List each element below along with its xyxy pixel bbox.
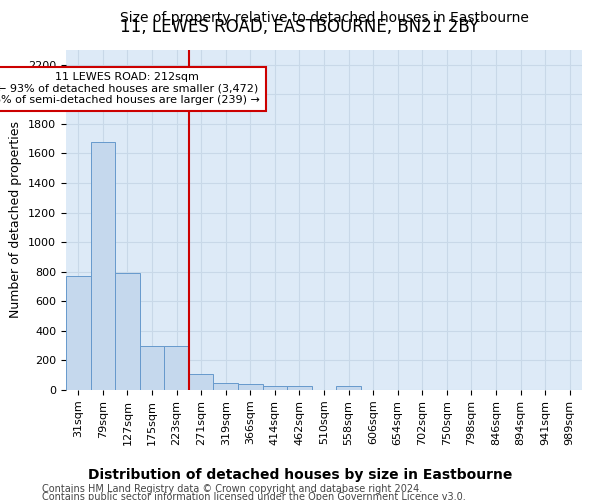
Bar	[164, 346, 189, 390]
Title: Size of property relative to detached houses in Eastbourne: Size of property relative to detached ho…	[119, 11, 529, 25]
Bar	[115, 273, 140, 390]
Bar	[140, 346, 164, 390]
Bar	[263, 386, 287, 390]
Text: Contains public sector information licensed under the Open Government Licence v3: Contains public sector information licen…	[42, 492, 466, 500]
Bar	[287, 386, 312, 390]
Text: Contains HM Land Registry data © Crown copyright and database right 2024.: Contains HM Land Registry data © Crown c…	[42, 484, 422, 494]
Bar	[336, 386, 361, 390]
Text: Distribution of detached houses by size in Eastbourne: Distribution of detached houses by size …	[88, 468, 512, 481]
Y-axis label: Number of detached properties: Number of detached properties	[10, 122, 22, 318]
Bar	[214, 384, 238, 390]
Text: 11 LEWES ROAD: 212sqm
← 93% of detached houses are smaller (3,472)
6% of semi-de: 11 LEWES ROAD: 212sqm ← 93% of detached …	[0, 72, 260, 106]
Text: 11, LEWES ROAD, EASTBOURNE, BN21 2BY: 11, LEWES ROAD, EASTBOURNE, BN21 2BY	[121, 18, 479, 36]
Bar	[189, 374, 214, 390]
Bar	[238, 384, 263, 390]
Bar	[91, 142, 115, 390]
Bar	[66, 276, 91, 390]
